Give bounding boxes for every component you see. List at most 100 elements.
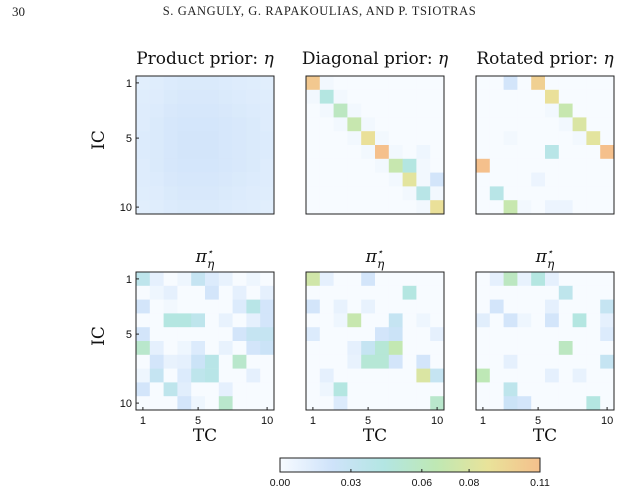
heatmap-cell-4-7-2 (333, 368, 348, 383)
heatmap-cell-5-6-0 (476, 354, 491, 369)
heatmap-cell-5-5-2 (503, 341, 518, 356)
heatmap-cell-3-9-0 (136, 396, 151, 411)
heatmap-cell-2-2-5 (545, 103, 560, 118)
heatmap-cell-0-2-7 (232, 103, 247, 118)
heatmap-cell-1-1-6 (388, 89, 403, 104)
heatmap-cell-1-2-7 (402, 103, 417, 118)
heatmap-frame-1 (305, 75, 445, 215)
heatmap-cell-1-2-0 (306, 103, 321, 118)
heatmap-cell-0-2-2 (163, 103, 178, 118)
chart-title-1: Diagonal prior: η (302, 49, 449, 69)
heatmap-cell-3-9-8 (246, 396, 261, 411)
heatmap-cell-5-0-6 (558, 272, 573, 287)
heatmap-cell-1-3-0 (306, 117, 321, 132)
heatmap-cell-3-4-3 (177, 327, 192, 342)
heatmap-cell-4-7-9 (430, 368, 445, 383)
x-tick-label-5-5: 5 (535, 415, 541, 427)
heatmap-cell-1-8-0 (306, 186, 321, 201)
heatmap-cell-2-9-8 (586, 200, 601, 215)
heatmap-cell-2-3-0 (476, 117, 491, 132)
heatmap-cell-4-1-0 (306, 285, 321, 300)
heatmap-cell-4-7-7 (402, 368, 417, 383)
heatmap-cell-5-4-5 (545, 327, 560, 342)
heatmap-cell-1-4-0 (306, 131, 321, 146)
heatmap-cell-1-8-8 (416, 186, 431, 201)
heatmap-cell-2-1-9 (600, 89, 615, 104)
heatmap-cell-4-0-2 (333, 272, 348, 287)
heatmap-cell-2-2-3 (517, 103, 532, 118)
heatmap-cell-4-9-8 (416, 396, 431, 411)
heatmap-cell-4-5-2 (333, 341, 348, 356)
heatmap-cell-1-0-8 (416, 76, 431, 91)
heatmap-cell-3-5-3 (177, 341, 192, 356)
x-tick-label-5-10: 10 (601, 415, 613, 427)
chart-title-2: Rotated prior: η (476, 49, 614, 69)
y-tick-label-0-10: 10 (120, 202, 132, 214)
heatmap-cell-5-1-4 (531, 285, 546, 300)
heatmap-cell-2-7-9 (600, 172, 615, 187)
heatmap-cell-0-1-0 (136, 89, 151, 104)
heatmap-cell-5-6-2 (503, 354, 518, 369)
heatmap-cell-4-4-1 (319, 327, 334, 342)
heatmap-cell-5-8-3 (517, 382, 532, 397)
heatmap-cell-4-4-2 (333, 327, 348, 342)
heatmap-cell-3-8-1 (149, 382, 164, 397)
heatmap-cell-2-5-0 (476, 145, 491, 160)
heatmap-cell-4-1-2 (333, 285, 348, 300)
heatmap-cell-3-9-9 (260, 396, 275, 411)
heatmap-cell-2-9-7 (572, 200, 587, 215)
heatmap-cell-0-8-6 (218, 186, 233, 201)
heatmap-cell-1-1-5 (375, 89, 390, 104)
x-axis-label-3: TC (193, 426, 217, 446)
heatmap-cell-5-5-5 (545, 341, 560, 356)
heatmap-cell-1-3-6 (388, 117, 403, 132)
heatmap-cell-4-9-9 (430, 396, 445, 411)
x-axis-label-5: TC (533, 426, 557, 446)
heatmap-cell-4-2-2 (333, 299, 348, 314)
heatmap-cell-3-3-1 (149, 313, 164, 328)
heatmap-cell-2-4-5 (545, 131, 560, 146)
heatmap-cell-3-7-1 (149, 368, 164, 383)
heatmap-cell-5-2-1 (489, 299, 504, 314)
heatmap-cell-2-0-5 (545, 76, 560, 91)
heatmap-cell-4-7-8 (416, 368, 431, 383)
heatmap-cell-4-6-4 (361, 354, 376, 369)
heatmap-cell-2-4-8 (586, 131, 601, 146)
heatmap-cell-3-5-9 (260, 341, 275, 356)
heatmap-cell-0-0-7 (232, 76, 247, 91)
heatmap-cell-5-6-9 (600, 354, 615, 369)
heatmap-cell-5-8-0 (476, 382, 491, 397)
heatmap-cell-1-1-2 (333, 89, 348, 104)
heatmap-cell-0-1-1 (149, 89, 164, 104)
heatmap-cell-0-8-2 (163, 186, 178, 201)
heatmap-cell-1-6-0 (306, 158, 321, 173)
heatmap-cell-1-9-2 (333, 200, 348, 215)
heatmap-cell-5-2-2 (503, 299, 518, 314)
heatmap-cell-1-3-4 (361, 117, 376, 132)
heatmap-cell-5-1-0 (476, 285, 491, 300)
heatmap-cell-5-3-8 (586, 313, 601, 328)
heatmap-cell-3-6-5 (205, 354, 220, 369)
heatmap-cell-2-9-6 (558, 200, 573, 215)
heatmap-cell-2-9-2 (503, 200, 518, 215)
heatmap-cell-0-0-1 (149, 76, 164, 91)
heatmap-cell-4-9-7 (402, 396, 417, 411)
heatmap-cell-1-2-4 (361, 103, 376, 118)
heatmap-cell-4-0-4 (361, 272, 376, 287)
heatmap-cell-3-8-8 (246, 382, 261, 397)
heatmap-cell-4-4-0 (306, 327, 321, 342)
heatmap-cell-2-7-0 (476, 172, 491, 187)
heatmap-cell-3-3-9 (260, 313, 275, 328)
heatmap-cell-3-3-5 (205, 313, 220, 328)
heatmap-cell-3-6-7 (232, 354, 247, 369)
heatmap-cell-3-0-1 (149, 272, 164, 287)
heatmap-cell-1-1-0 (306, 89, 321, 104)
heatmap-cell-3-2-7 (232, 299, 247, 314)
heatmap-cell-1-3-5 (375, 117, 390, 132)
heatmap-cell-1-2-1 (319, 103, 334, 118)
heatmap-cell-4-1-3 (347, 285, 362, 300)
chart-title-0: Product prior: η (136, 49, 274, 69)
heatmap-cell-1-0-5 (375, 76, 390, 91)
heatmap-cell-5-7-7 (572, 368, 587, 383)
heatmap-cell-1-0-9 (430, 76, 445, 91)
